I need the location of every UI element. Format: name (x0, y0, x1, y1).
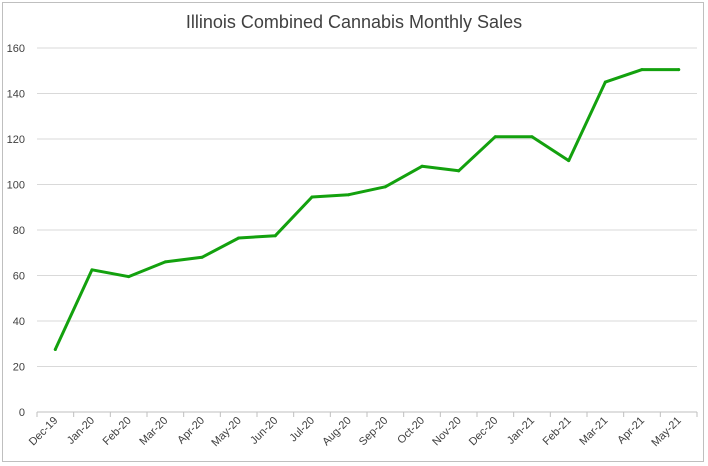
data-point (603, 80, 607, 84)
y-tick-label: 0 (19, 407, 25, 419)
data-point (383, 185, 387, 189)
data-point (677, 68, 681, 72)
x-tick-label: Apr-21 (615, 415, 647, 447)
x-axis (36, 411, 698, 417)
data-point (493, 135, 497, 139)
y-tick-label: 120 (7, 134, 25, 146)
y-tick-label: 160 (7, 43, 25, 55)
chart-title: Illinois Combined Cannabis Monthly Sales (186, 12, 522, 32)
data-point (310, 195, 314, 199)
data-point (273, 234, 277, 238)
x-tick-label: May-21 (649, 415, 683, 449)
data-point (567, 159, 571, 163)
chart-frame (2, 2, 704, 462)
x-tick-label: Feb-21 (541, 415, 574, 448)
series-group (53, 68, 681, 351)
data-point (420, 164, 424, 168)
x-tick-label: Nov-20 (430, 415, 464, 449)
x-tick-label: Aug-20 (320, 415, 354, 449)
data-point (457, 169, 461, 173)
y-tick-label: 20 (13, 362, 25, 374)
y-tick-label: 140 (7, 89, 25, 101)
x-tick-label: Jan-21 (505, 415, 537, 447)
x-axis-tick-labels: Dec-19 Jan-20 Feb-20 Mar-20 Apr-20 May-20 Jun-… (27, 415, 684, 449)
x-tick-label: May-20 (209, 415, 243, 449)
data-point (200, 255, 204, 259)
x-tick-label: Sep-20 (357, 415, 391, 449)
data-point (163, 260, 167, 264)
x-tick-label: Jan-20 (65, 415, 97, 447)
series-line (53, 68, 681, 351)
y-tick-label: 80 (13, 225, 25, 237)
x-tick-label: Jun-20 (248, 415, 280, 447)
data-point (237, 236, 241, 240)
x-tick-label: Oct-20 (395, 415, 427, 447)
x-tick-label: Dec-19 (27, 415, 61, 449)
x-tick-label: Dec-20 (467, 415, 501, 449)
data-point (53, 347, 57, 351)
data-point (347, 193, 351, 197)
x-tick-label: Jul-20 (287, 415, 317, 445)
x-tick-label: Apr-20 (175, 415, 207, 447)
y-tick-label: 40 (13, 316, 25, 328)
data-point (127, 275, 131, 279)
gridlines (37, 47, 697, 367)
x-tick-label: Mar-20 (137, 415, 170, 448)
x-tick-label: Mar-21 (577, 415, 610, 448)
y-tick-label: 100 (7, 180, 25, 192)
y-axis-tick-labels: 0 20 40 60 80 100 120 140 160 (7, 43, 25, 419)
x-tick-label: Feb-20 (101, 415, 134, 448)
data-point (640, 68, 644, 72)
y-tick-label: 60 (13, 271, 25, 283)
data-point (530, 135, 534, 139)
data-point (90, 268, 94, 272)
